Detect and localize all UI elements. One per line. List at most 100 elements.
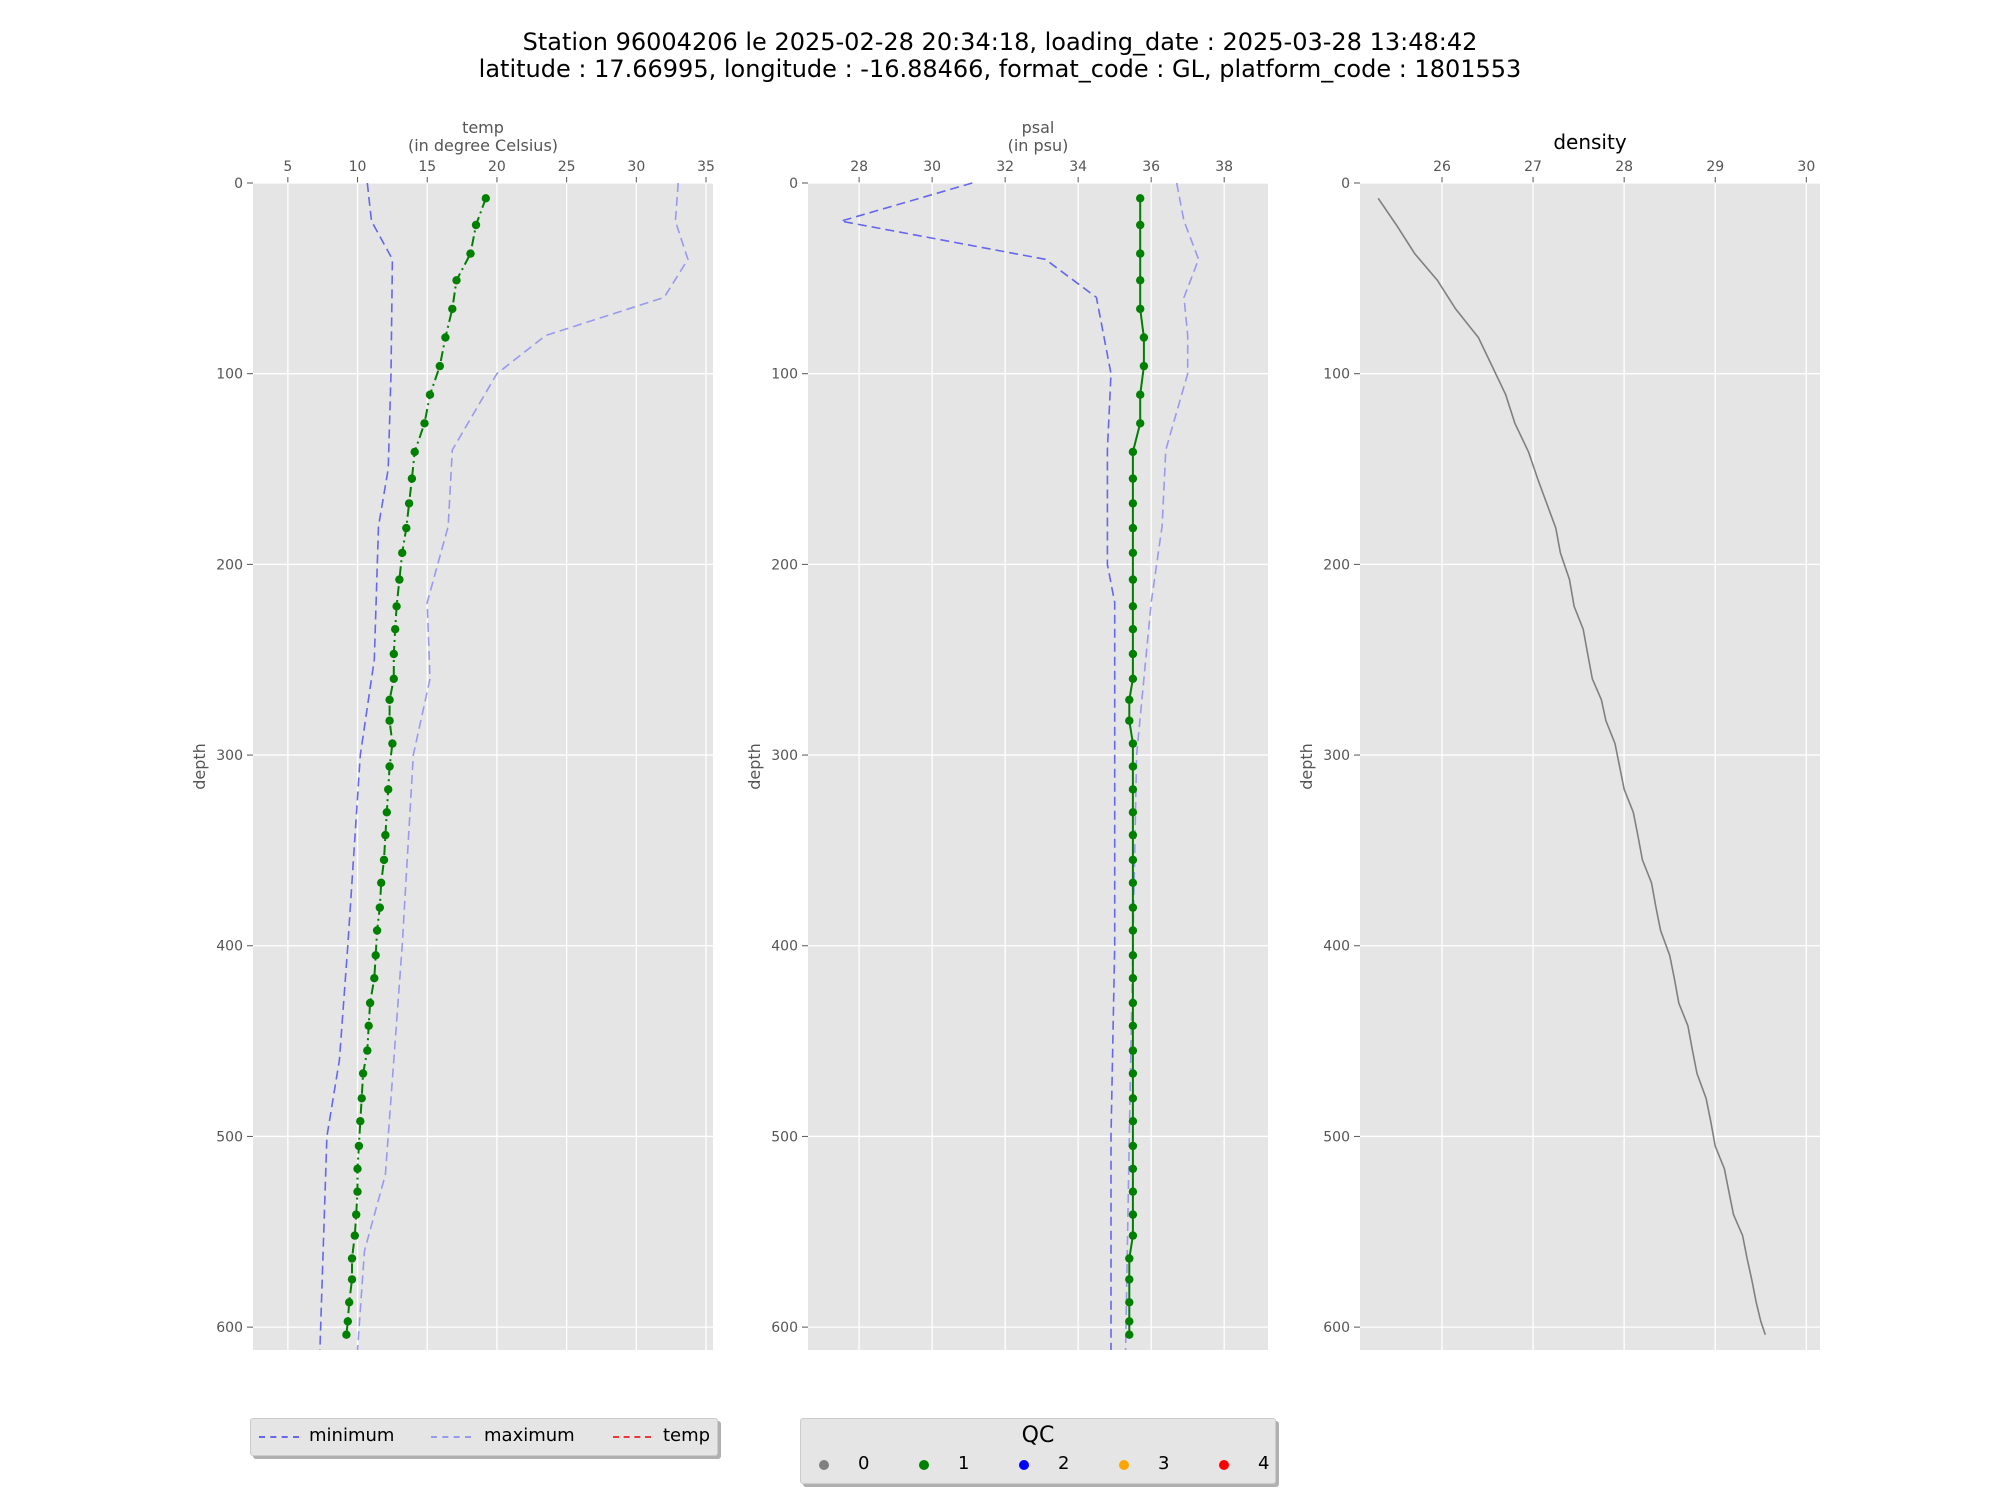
y-tick-label: 0 [1341, 176, 1350, 192]
data-point-temp [420, 419, 429, 428]
x-tick-label: 5 [283, 159, 292, 175]
y-tick-label: 0 [234, 176, 243, 192]
data-point-temp [452, 276, 461, 285]
y-tick-label: 600 [1323, 1320, 1350, 1336]
data-point-temp [353, 1187, 362, 1196]
y-tick-label: 300 [216, 748, 243, 764]
data-point-psal [1128, 855, 1138, 865]
data-point-temp [410, 447, 419, 457]
data-point-temp [353, 1164, 362, 1174]
legend-minimum-label: minimum [309, 1425, 395, 1446]
data-point-temp [377, 878, 386, 887]
y-axis-label: depth [1297, 743, 1316, 790]
data-point-temp [358, 1069, 368, 1078]
legend-qc: QC 0 1 2 3 4 [800, 1418, 1276, 1484]
data-point-temp [372, 926, 382, 935]
data-point-temp [441, 333, 450, 342]
series-line-maximum [356, 182, 689, 1351]
x-tick-label: 38 [1215, 159, 1233, 175]
x-tick-label: 30 [627, 159, 645, 175]
data-point-psal [1128, 602, 1138, 611]
data-point-temp [398, 548, 407, 558]
data-point-psal [1128, 1069, 1138, 1078]
data-point-temp [384, 785, 393, 794]
plot-area-psal [808, 183, 1268, 1350]
data-point-temp [352, 1210, 361, 1219]
legend-qc-2-label: 2 [1058, 1453, 1070, 1474]
panel-psal: 28 30 32 34 36 38 0 100 200 300 400 500 600 depth psal… [745, 118, 1268, 1351]
data-point-temp [391, 625, 400, 634]
legend-qc-1-marker [919, 1460, 929, 1470]
y-tick-label: 100 [771, 367, 798, 383]
x-tick-label: 25 [558, 159, 576, 175]
legend-series: minimum maximum temp [250, 1418, 718, 1456]
panel-temp: 5 10 15 20 25 30 35 0 100 200 300 400 500 600 depth tem… [190, 118, 715, 1351]
data-point-psal [1128, 1021, 1138, 1030]
y-tick-label: 100 [216, 367, 243, 383]
data-point-temp [385, 695, 394, 704]
data-point-psal [1128, 1141, 1138, 1151]
data-point-temp [381, 830, 390, 840]
legend-maximum-swatch [431, 1436, 471, 1438]
panel-title: density [1553, 130, 1626, 154]
y-tick-label: 0 [789, 176, 798, 192]
data-point-temp [365, 998, 375, 1008]
data-point-temp [375, 903, 384, 912]
data-point-psal [1128, 674, 1138, 683]
x-tick-label: 32 [996, 159, 1014, 175]
legend-qc-4-marker [1219, 1460, 1229, 1470]
y-tick-label: 300 [771, 748, 798, 764]
data-point-temp [370, 974, 379, 983]
data-point-psal [1136, 390, 1145, 399]
legend-minimum-swatch [259, 1436, 299, 1438]
legend-temp-label: temp [663, 1425, 711, 1446]
x-tick-label: 30 [1797, 159, 1815, 175]
y-tick-label: 400 [771, 939, 798, 955]
y-tick-label: 500 [1323, 1129, 1350, 1145]
data-point-temp [345, 1298, 354, 1307]
y-axis-label: depth [190, 743, 209, 790]
x-tick-label: 27 [1524, 159, 1542, 175]
data-point-psal [1136, 220, 1145, 230]
x-tick-label: 29 [1706, 159, 1724, 175]
chart-title-line1: Station 96004206 le 2025-02-28 20:34:18,… [522, 28, 1478, 56]
y-tick-label: 600 [771, 1320, 798, 1336]
data-point-temp [364, 1021, 373, 1030]
data-point-temp [371, 951, 380, 960]
legend-temp-swatch [613, 1436, 651, 1438]
data-point-temp [356, 1117, 365, 1126]
panel-density: 26 27 28 29 300100200300400500600depthdensit… [1297, 130, 1820, 1350]
data-point-psal [1128, 575, 1138, 584]
data-point-psal [1125, 716, 1134, 725]
x-tick-label: 28 [1615, 159, 1633, 175]
data-point-psal [1136, 276, 1145, 285]
panel-title-line: psal [1022, 118, 1055, 137]
data-point-temp [389, 674, 398, 683]
data-point-temp [404, 499, 414, 508]
data-point-psal [1125, 1317, 1134, 1326]
data-point-psal [1136, 304, 1145, 314]
data-point-psal [1128, 1117, 1138, 1126]
y-tick-label: 200 [771, 557, 798, 573]
data-point-temp [357, 1094, 366, 1103]
data-point-psal [1128, 808, 1138, 817]
y-tick-label: 500 [216, 1129, 243, 1145]
data-point-psal [1136, 249, 1145, 258]
series-line-density [1377, 197, 1767, 1335]
data-point-psal [1128, 625, 1138, 634]
data-point-psal [1128, 1164, 1138, 1174]
x-tick-label: 15 [418, 159, 436, 175]
data-point-psal [1136, 194, 1145, 203]
data-point-psal [1128, 785, 1138, 794]
y-axis-label: depth [745, 743, 764, 790]
data-point-psal [1128, 1210, 1138, 1219]
data-point-psal [1128, 447, 1138, 457]
data-point-temp [392, 602, 401, 611]
data-point-psal [1125, 1254, 1134, 1263]
y-tick-label: 400 [216, 939, 243, 955]
panel-title-line: temp [462, 118, 504, 137]
x-tick-label: 20 [488, 159, 506, 175]
x-tick-label: 10 [349, 159, 367, 175]
legend-qc-0-label: 0 [858, 1453, 870, 1474]
